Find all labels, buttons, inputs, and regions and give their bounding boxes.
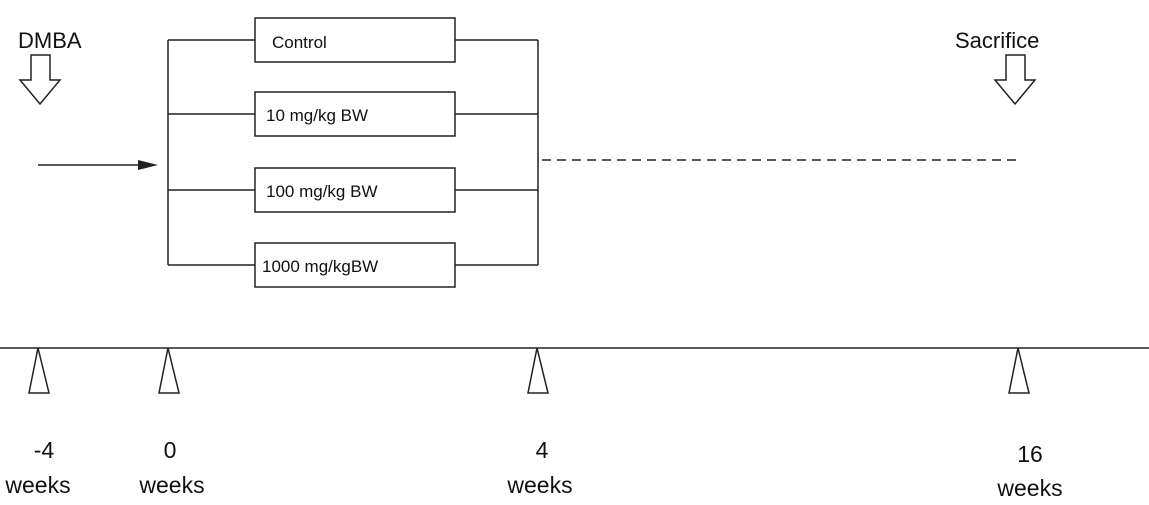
timeline-unit: weeks: [138, 472, 204, 498]
timeline-unit: weeks: [506, 472, 572, 498]
timeline-marker-icon: [28, 347, 50, 394]
timeline-unit: weeks: [4, 472, 70, 498]
group-label-100: 100 mg/kg BW: [266, 182, 378, 201]
group-label-10: 10 mg/kg BW: [266, 106, 368, 125]
group-label-1000: 1000 mg/kgBW: [262, 257, 378, 276]
group-box-1000: [254, 242, 456, 288]
timeline-value: 0: [164, 437, 177, 463]
dmba-arrow-icon: [18, 54, 62, 106]
entry-arrowhead-icon: [138, 160, 158, 170]
timeline-marker-icon: [158, 347, 180, 394]
timeline-value: 16: [1017, 441, 1043, 467]
timeline-value: -4: [34, 437, 55, 463]
sacrifice-arrow-icon: [993, 54, 1037, 106]
sacrifice-label: Sacrifice: [955, 28, 1039, 53]
group-box-10: [254, 91, 456, 137]
timeline-value: 4: [536, 437, 549, 463]
timeline-marker-icon: [1008, 347, 1030, 394]
group-box-100: [254, 167, 456, 213]
timeline-marker-icon: [527, 347, 549, 394]
timeline-unit: weeks: [996, 475, 1062, 500]
group-box-control: [254, 17, 456, 63]
group-label-control: Control: [272, 33, 327, 52]
dmba-label: DMBA: [18, 28, 82, 53]
